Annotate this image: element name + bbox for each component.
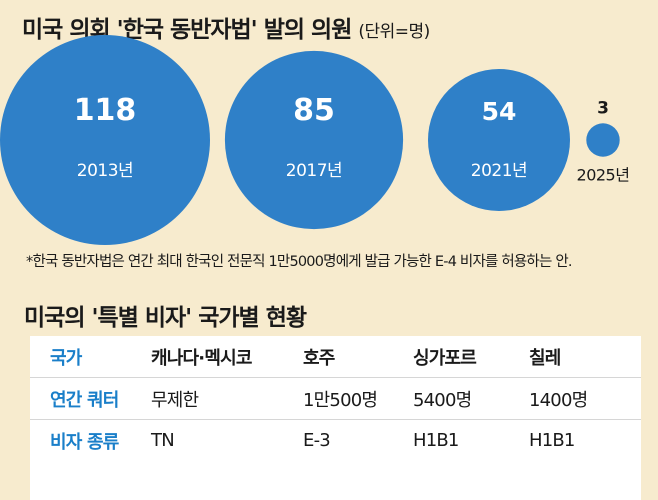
table-cell: TN [151,419,303,461]
chart-title: 미국 의회 '한국 동반자법' 발의 의원 (단위=명) [22,10,430,44]
bubble-chart: 118 2013년 85 2017년 54 2021년 3 2025년 [0,35,630,245]
table-row: 연간 쿼터 무제한 1만500명 5400명 1400명 [30,377,641,420]
table-header-cell: 호주 [303,347,335,369]
table-cell: 1만500명 [303,377,413,420]
bubble-2021년 [428,69,570,211]
bubble-year-label: 2017년 [286,161,342,181]
bubble-value-label: 85 [293,93,335,128]
table-row: 비자 종류 TN E-3 H1B1 H1B1 [30,419,641,461]
visa-table: 국가 캐나다·멕시코 호주 싱가포르 칠레 연간 쿼터 무제한 1만500명 5… [30,336,641,500]
table-header-cell: 싱가포르 [413,347,477,369]
table-cell: H1B1 [529,419,641,461]
table-title: 미국의 '특별 비자' 국가별 현황 [24,305,307,331]
chart-title-text: 미국 의회 '한국 동반자법' 발의 의원 [22,17,352,43]
table-cell: 1400명 [529,377,641,420]
table-cell: 5400명 [413,377,529,420]
bubble-value-label: 54 [482,97,517,126]
table-cell: H1B1 [413,419,529,461]
bubble-year-label: 2021년 [471,161,527,181]
table-header-cell: 칠레 [529,347,561,369]
table-row-label: 비자 종류 [30,419,151,461]
bubble-value-label: 118 [74,93,137,128]
chart-footnote: *한국 동반자법은 연간 최대 한국인 전문직 1만5000명에게 발급 가능한… [26,254,572,270]
table-header-cell: 캐나다·멕시코 [151,347,252,369]
bubble-value-label: 3 [597,98,609,118]
table-header-row: 국가 캐나다·멕시코 호주 싱가포르 칠레 [30,336,641,378]
table-row-label: 연간 쿼터 [30,377,151,420]
bubble-2013년 [0,35,210,245]
chart-unit: (단위=명) [358,22,430,42]
bubble-2017년 [224,50,404,230]
table-cell: 무제한 [151,377,303,420]
table-header-cell: 국가 [50,347,82,369]
table-cell: E-3 [303,419,413,461]
bubble-year-label: 2013년 [77,161,133,181]
bubble-year-label: 2025년 [577,166,630,185]
bubble-2025년 [586,123,620,157]
